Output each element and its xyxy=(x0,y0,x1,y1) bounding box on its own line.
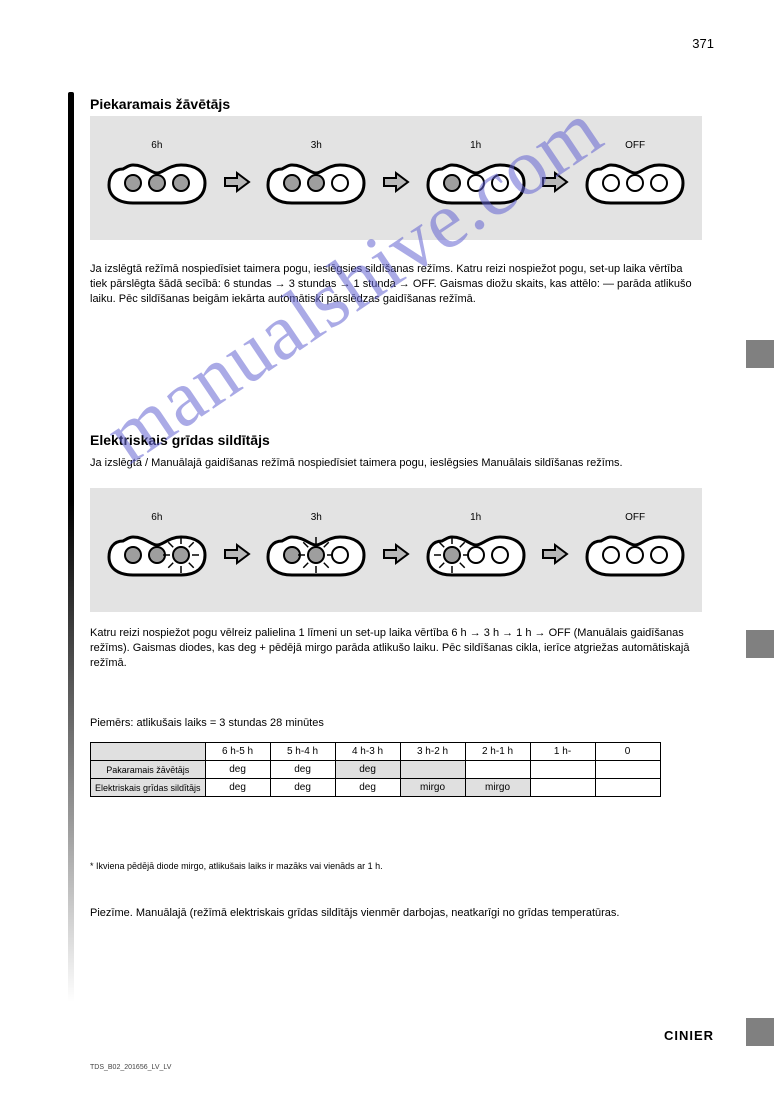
pod-state: 3h xyxy=(262,140,370,212)
table-footnote: * Ikviena pēdējā diode mirgo, atlikušais… xyxy=(90,860,702,872)
pod-icon xyxy=(262,155,370,212)
pod-label: 3h xyxy=(311,140,322,151)
section2-text-above: Ja izslēgtā / Manuālajā gaidīšanas režīm… xyxy=(90,456,702,471)
arrow-icon xyxy=(541,530,569,566)
arrow-icon xyxy=(382,530,410,566)
pod-state: 3h xyxy=(262,512,370,584)
pod-state: 6h xyxy=(103,512,211,584)
pod-icon xyxy=(422,155,530,212)
example-text: Piemērs: atlikušais laiks = 3 stundas 28… xyxy=(90,716,702,731)
brand-name: CINIER xyxy=(664,1028,714,1043)
pod-label: 1h xyxy=(470,140,481,151)
arrow-icon xyxy=(223,158,251,194)
side-tab-3 xyxy=(746,1018,774,1046)
pod-icon xyxy=(581,527,689,584)
section1-text: Ja izslēgtā režīmā nospiedīsiet taimera … xyxy=(90,262,702,307)
side-tab-1 xyxy=(746,340,774,368)
section1-title: Piekaramais žāvētājs xyxy=(90,96,230,112)
note-bottom: Piezīme. Manuālajā (režīmā elektriskais … xyxy=(90,906,702,921)
pod-state: OFF xyxy=(581,140,689,212)
pod-icon xyxy=(103,155,211,212)
section2-text-below: Katru reizi nospiežot pogu vēlreiz palie… xyxy=(90,626,702,671)
pod-label: 1h xyxy=(470,512,481,523)
arrow-icon xyxy=(223,530,251,566)
section2-title: Elektriskais grīdas sildītājs xyxy=(90,432,270,448)
pod-label: 6h xyxy=(151,140,162,151)
pod-label: 3h xyxy=(311,512,322,523)
pod-label: 6h xyxy=(151,512,162,523)
diagram-2: 6h 3h 1h OFF xyxy=(90,488,702,612)
pod-state: 1h xyxy=(422,140,530,212)
side-tab-2 xyxy=(746,630,774,658)
pod-state: OFF xyxy=(581,512,689,584)
arrow-icon xyxy=(541,158,569,194)
pod-label: OFF xyxy=(625,140,645,151)
diagram-1: 6h 3h 1h OFF xyxy=(90,116,702,240)
arrow-icon xyxy=(382,158,410,194)
pod-icon xyxy=(262,527,370,584)
led-table: 6 h-5 h5 h-4 h4 h-3 h3 h-2 h2 h-1 h1 h-0… xyxy=(90,742,661,797)
left-fade-bar xyxy=(68,92,74,1002)
pod-state: 1h xyxy=(422,512,530,584)
pod-state: 6h xyxy=(103,140,211,212)
pod-icon xyxy=(422,527,530,584)
page-number: 371 xyxy=(692,36,714,51)
pod-label: OFF xyxy=(625,512,645,523)
pod-icon xyxy=(103,527,211,584)
pod-icon xyxy=(581,155,689,212)
doc-code: TDS_B02_201656_LV_LV xyxy=(90,1064,171,1071)
